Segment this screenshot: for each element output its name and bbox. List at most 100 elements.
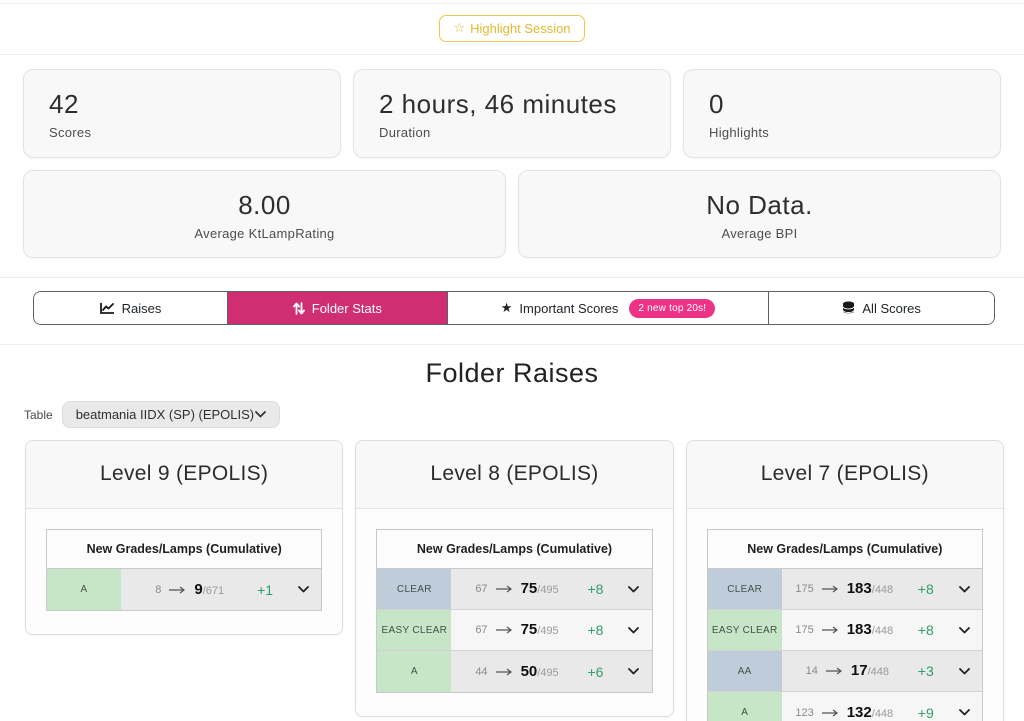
stat-card-avg-bpi: No Data. Average BPI — [518, 170, 1001, 258]
delta-cell: +8 — [574, 610, 616, 650]
folder-title: Level 7 (EPOLIS) — [686, 441, 1003, 509]
highlights-label: Highlights — [709, 125, 770, 140]
table-row: EASY CLEAR 175 183448 +8 — [707, 610, 982, 651]
grade-cell: A — [707, 692, 782, 721]
delta-cell: +8 — [905, 610, 947, 650]
arrow-right-icon — [821, 585, 839, 593]
table-row: CLEAR 175 183448 +8 — [707, 569, 982, 610]
table-select-dropdown[interactable]: beatmania IIDX (SP) (EPOLIS) — [61, 401, 280, 428]
delta-cell: +6 — [574, 651, 616, 692]
grades-lamps-table: New Grades/Lamps (Cumulative) CLEAR 67 7… — [376, 529, 653, 693]
star-icon: ★ — [500, 300, 513, 316]
delta-cell: +9 — [905, 692, 947, 721]
avg-bpi-label: Average BPI — [721, 226, 798, 241]
delta-cell: +8 — [574, 569, 616, 609]
tab-all-scores-label: All Scores — [862, 300, 921, 316]
tab-raises[interactable]: Raises — [34, 292, 228, 324]
folder-card-level-9: Level 9 (EPOLIS) New Grades/Lamps (Cumul… — [25, 440, 344, 635]
folder-title: Level 9 (EPOLIS) — [26, 441, 343, 509]
new-count-group: 9671 — [194, 581, 224, 599]
table-row: A 44 50495 +6 — [377, 651, 652, 692]
delta-cell: +8 — [905, 569, 947, 609]
avg-bpi-value: No Data. — [706, 190, 813, 220]
old-count: 67 — [475, 624, 488, 636]
table-row: A 123 132448 +9 — [707, 692, 982, 721]
expand-row-button[interactable] — [616, 569, 652, 609]
old-count: 14 — [805, 665, 818, 677]
scores-label: Scores — [49, 125, 92, 140]
old-count: 175 — [795, 583, 814, 595]
total-count: 495 — [537, 625, 558, 637]
progress-cell: 175 183448 — [781, 610, 906, 650]
tab-important-scores[interactable]: ★ Important Scores 2 new top 20s! — [447, 292, 770, 324]
grade-cell: A — [377, 651, 452, 692]
table-select-value: beatmania IIDX (SP) (EPOLIS) — [75, 407, 255, 422]
table-row: EASY CLEAR 67 75495 +8 — [377, 610, 652, 651]
delta-cell: +3 — [905, 651, 947, 691]
new-count: 50 — [520, 662, 538, 680]
new-count: 9 — [194, 580, 203, 598]
duration-value: 2 hours, 46 minutes — [379, 89, 617, 119]
table-header: New Grades/Lamps (Cumulative) — [377, 530, 652, 569]
old-count: 8 — [155, 583, 162, 596]
folder-card-level-8: Level 8 (EPOLIS) New Grades/Lamps (Cumul… — [355, 440, 674, 717]
tab-folder-stats[interactable]: Folder Stats — [227, 292, 448, 324]
total-count: 448 — [872, 625, 893, 637]
new-count-group: 75495 — [521, 621, 559, 639]
expand-row-button[interactable] — [616, 610, 652, 650]
sort-arrows-icon — [292, 301, 305, 315]
new-count: 75 — [520, 621, 538, 638]
duration-label: Duration — [379, 125, 431, 140]
grade-cell: A — [47, 569, 122, 610]
chevron-down-icon — [254, 411, 266, 418]
avg-ktlamprating-value: 8.00 — [238, 190, 291, 220]
highlight-session-button[interactable]: ☆ Highlight Session — [439, 15, 585, 42]
progress-cell: 14 17448 — [781, 651, 906, 691]
expand-row-button[interactable] — [946, 692, 982, 721]
lamp-cell: CLEAR — [707, 569, 782, 609]
total-count: 671 — [203, 585, 224, 597]
chart-line-icon — [99, 302, 115, 315]
new-count: 132 — [846, 703, 872, 721]
lamp-cell: EASY CLEAR — [707, 610, 782, 650]
lamp-cell: CLEAR — [377, 569, 452, 609]
new-count-group: 50495 — [521, 663, 559, 681]
new-count-group: 183448 — [847, 621, 893, 639]
tab-folder-stats-label: Folder Stats — [311, 300, 382, 316]
divider — [0, 277, 1024, 278]
tab-important-scores-label: Important Scores — [519, 300, 619, 316]
table-row: AA 14 17448 +3 — [707, 651, 982, 692]
grade-cell: AA — [707, 651, 782, 691]
progress-cell: 123 132448 — [781, 692, 906, 721]
expand-row-button[interactable] — [285, 569, 322, 610]
stat-card-highlights: 0 Highlights — [683, 69, 1001, 158]
highlights-value: 0 — [709, 89, 724, 119]
new-count-group: 17448 — [851, 662, 889, 680]
lamp-cell: EASY CLEAR — [377, 610, 452, 650]
scores-value: 42 — [49, 89, 79, 119]
delta-cell: +1 — [244, 569, 286, 610]
divider — [0, 54, 1024, 55]
new-count-group: 75495 — [521, 580, 559, 598]
expand-row-button[interactable] — [946, 569, 982, 609]
highlight-session-label: Highlight Session — [470, 21, 571, 36]
arrow-right-icon — [495, 668, 513, 676]
arrow-right-icon — [169, 586, 186, 594]
total-count: 448 — [872, 584, 893, 596]
expand-row-button[interactable] — [946, 651, 982, 691]
expand-row-button[interactable] — [946, 610, 982, 650]
tab-all-scores[interactable]: All Scores — [769, 292, 994, 324]
grades-lamps-table: New Grades/Lamps (Cumulative) A 8 9671 +… — [46, 529, 323, 611]
new-top-20s-badge: 2 new top 20s! — [629, 298, 716, 318]
table-header: New Grades/Lamps (Cumulative) — [47, 530, 322, 569]
total-count: 448 — [872, 708, 893, 720]
new-count: 183 — [846, 621, 872, 638]
expand-row-button[interactable] — [616, 651, 652, 692]
progress-cell: 44 50495 — [451, 651, 575, 692]
grades-lamps-table: New Grades/Lamps (Cumulative) CLEAR 175 … — [706, 529, 983, 721]
tab-raises-label: Raises — [121, 300, 162, 316]
new-count: 183 — [846, 580, 872, 597]
progress-cell: 67 75495 — [451, 569, 575, 609]
new-count-group: 132448 — [847, 704, 893, 721]
top-border — [0, 3, 1024, 4]
